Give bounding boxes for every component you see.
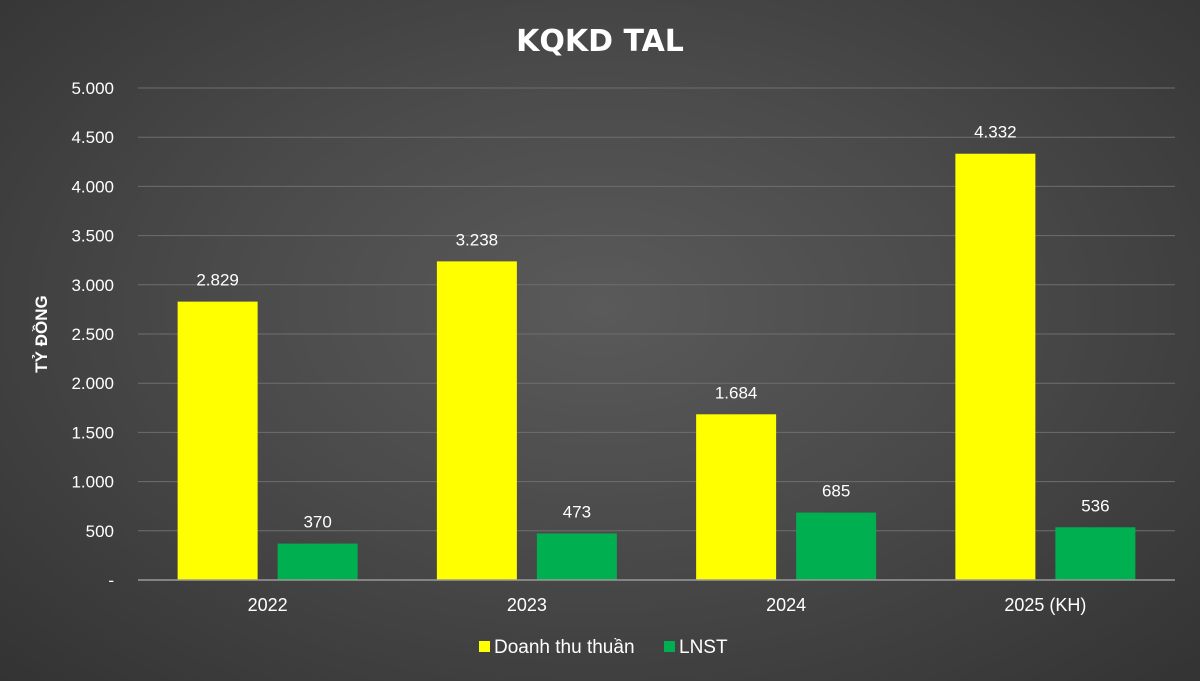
legend: Doanh thu thuần LNST — [479, 637, 728, 658]
bar-doanh-thu — [436, 261, 517, 580]
bars — [177, 153, 1136, 580]
y-tick-label: 1.000 — [71, 473, 114, 492]
y-tick-label: 5.000 — [71, 79, 114, 98]
bar-lnst — [1055, 527, 1136, 580]
data-labels: 2.829 370 3.238 473 1.684 685 4.332 536 — [196, 123, 1109, 532]
legend-swatch — [664, 641, 675, 652]
data-label: 4.332 — [974, 123, 1017, 142]
y-tick-label: 4.000 — [71, 177, 114, 196]
data-label: 685 — [822, 482, 850, 501]
legend-item-label: LNST — [679, 637, 728, 658]
y-axis-label: TỶ ĐỒNG — [32, 295, 51, 372]
y-tick-label: 2.000 — [71, 374, 114, 393]
y-tick-label: 4.500 — [71, 128, 114, 147]
y-tick-label: 2.500 — [71, 325, 114, 344]
data-label: 3.238 — [456, 230, 499, 249]
data-label: 1.684 — [715, 383, 758, 402]
bar-lnst — [796, 512, 877, 580]
y-tick-label: 1.500 — [71, 423, 114, 442]
gridlines — [138, 87, 1175, 532]
y-tick-label: 3.000 — [71, 276, 114, 295]
data-label: 2.829 — [196, 271, 239, 290]
chart-title: KQKD TAL — [516, 24, 684, 59]
y-axis-ticks: - 500 1.000 1.500 2.000 2.500 3.000 3.500 4.000 4… — [71, 79, 114, 590]
y-tick-label: 500 — [86, 522, 114, 541]
data-label: 370 — [303, 513, 331, 532]
legend-swatch — [479, 641, 490, 652]
bar-doanh-thu — [696, 414, 777, 580]
x-tick-label: 2025 (KH) — [1004, 595, 1086, 615]
bar-lnst — [277, 543, 358, 580]
x-tick-label: 2023 — [507, 595, 547, 615]
x-tick-label: 2022 — [248, 595, 288, 615]
bar-lnst — [536, 533, 617, 580]
bar-doanh-thu — [177, 301, 258, 580]
bar-doanh-thu — [955, 153, 1036, 580]
x-axis-ticks: 2022 2023 2024 2025 (KH) — [248, 595, 1087, 615]
data-label: 536 — [1081, 496, 1109, 515]
y-tick-label: 3.500 — [71, 227, 114, 246]
legend-item-label: Doanh thu thuần — [494, 637, 635, 658]
y-tick-label: - — [108, 571, 114, 590]
x-tick-label: 2024 — [766, 595, 806, 615]
data-label: 473 — [563, 502, 591, 521]
